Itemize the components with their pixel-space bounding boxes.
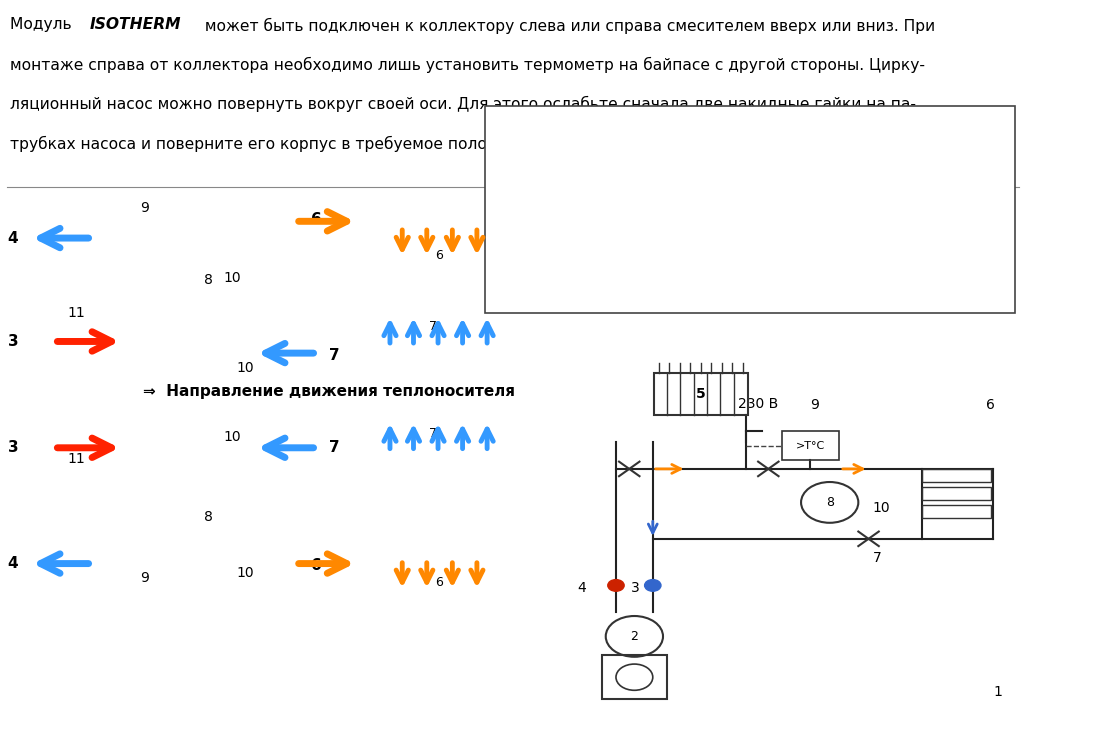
Text: 11: 11	[68, 452, 86, 466]
Text: 9: 9	[504, 262, 512, 276]
Text: Генератор тепла: Генератор тепла	[546, 117, 674, 131]
Text: трубках насоса и поверните его корпус в требуемое положение. Затем зафиксируйте : трубках насоса и поверните его корпус в …	[10, 135, 777, 151]
Text: Циркуляционный насос конура теплых полов: Циркуляционный насос конура теплых полов	[546, 243, 887, 257]
Text: 10: 10	[504, 279, 521, 294]
Text: 11: 11	[68, 306, 86, 320]
Text: 6: 6	[504, 208, 512, 221]
Text: 4: 4	[8, 556, 19, 571]
Text: 1: 1	[993, 685, 1002, 699]
Text: 7: 7	[329, 439, 339, 455]
Text: монтаже справа от коллектора необходимо лишь установить термометр на байпасе с д: монтаже справа от коллектора необходимо …	[10, 57, 925, 73]
Bar	[921, 487, 992, 500]
Text: 10: 10	[224, 430, 241, 444]
Text: Радиатор: Радиатор	[546, 189, 617, 203]
Text: 7: 7	[504, 225, 512, 240]
Text: 4: 4	[577, 581, 586, 595]
Text: Обратный трубопровод первичного контура: Обратный трубопровод первичного контура	[546, 171, 879, 186]
Text: 8: 8	[204, 273, 213, 287]
Text: 6: 6	[312, 212, 323, 227]
Text: 7: 7	[429, 320, 437, 333]
Bar	[654, 373, 748, 415]
Text: Теплые полы: подающий трубопровод: Теплые полы: подающий трубопровод	[546, 208, 835, 221]
Text: 9: 9	[810, 398, 818, 412]
Bar	[921, 505, 992, 518]
Text: 2: 2	[631, 630, 638, 643]
Text: АТ (аварийный накладной термостат): АТ (аварийный накладной термостат)	[546, 262, 830, 276]
Text: 8: 8	[826, 496, 834, 509]
Text: Шаровые краны (рекомендованная опция): Шаровые краны (рекомендованная опция)	[546, 279, 867, 294]
Text: 7: 7	[429, 428, 437, 441]
Text: 10: 10	[236, 361, 253, 375]
Bar	[921, 469, 992, 482]
Circle shape	[608, 580, 624, 591]
Text: 10: 10	[224, 270, 241, 285]
Text: 5: 5	[504, 189, 512, 203]
Text: 10: 10	[872, 501, 891, 515]
Text: 230 В: 230 В	[738, 397, 778, 411]
Text: ⇒  Направление движения теплоносителя: ⇒ Направление движения теплоносителя	[143, 385, 514, 399]
FancyBboxPatch shape	[485, 105, 1015, 313]
Text: 3: 3	[8, 334, 19, 349]
Text: 7: 7	[329, 348, 339, 363]
Text: 2: 2	[504, 135, 512, 149]
Circle shape	[645, 580, 661, 591]
Bar	[782, 431, 839, 461]
Text: 5: 5	[695, 387, 705, 401]
Text: 8: 8	[204, 510, 213, 524]
Text: 4: 4	[8, 230, 19, 246]
Text: 3: 3	[8, 440, 19, 455]
Text: 3: 3	[504, 154, 512, 167]
Text: может быть подключен к коллектору слева или справа смесителем вверх или вниз. Пр: может быть подключен к коллектору слева …	[200, 18, 935, 34]
Text: >T°C: >T°C	[795, 441, 825, 450]
Text: 7: 7	[872, 551, 881, 566]
Text: 9: 9	[140, 571, 149, 585]
Text: 6: 6	[436, 249, 443, 262]
Text: Модуль: Модуль	[10, 18, 76, 32]
Bar	[601, 655, 667, 699]
Text: 3: 3	[631, 581, 640, 595]
Text: 10: 10	[236, 566, 253, 580]
Text: 6: 6	[436, 576, 443, 589]
Text: ISOTHERM: ISOTHERM	[90, 18, 181, 32]
Text: 1: 1	[504, 117, 512, 131]
Text: Циркуляционный насос первичного контура: Циркуляционный насос первичного контура	[546, 135, 879, 149]
Text: Подающий трубопровод первичного контура: Подающий трубопровод первичного контура	[546, 154, 885, 167]
Text: 4: 4	[504, 171, 512, 186]
Text: 6: 6	[312, 558, 323, 572]
Text: 8: 8	[504, 243, 512, 257]
Text: Термометр для контроля температуры подачи: Термометр для контроля температуры подач…	[546, 298, 897, 311]
Text: 9: 9	[140, 202, 149, 216]
Text: ляционный насос можно повернуть вокруг своей оси. Для этого ослабьте сначала две: ляционный насос можно повернуть вокруг с…	[10, 96, 916, 113]
Text: Теплые полы: обратный трубопровод: Теплые полы: обратный трубопровод	[546, 225, 827, 240]
Text: 11: 11	[504, 298, 521, 311]
Text: 6: 6	[986, 398, 995, 412]
